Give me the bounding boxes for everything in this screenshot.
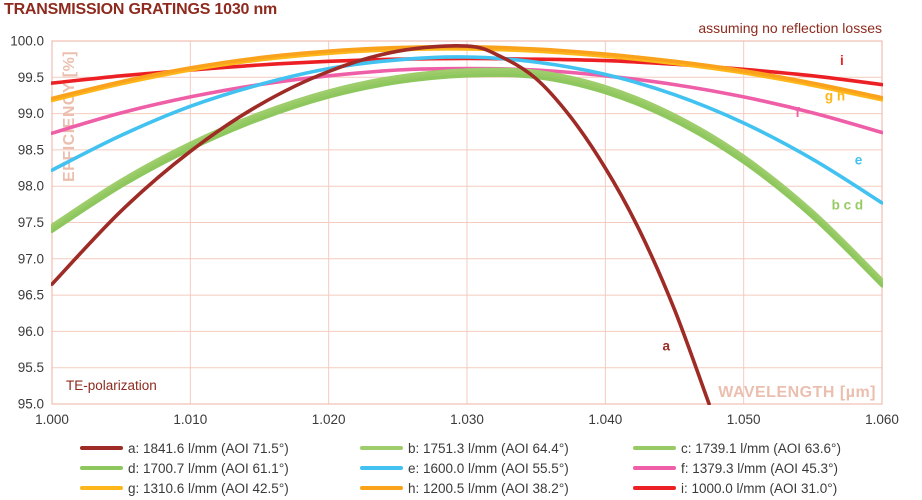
legend-swatch-b <box>360 446 403 450</box>
legend-swatch-g <box>80 486 123 490</box>
curve-label-a: a <box>662 338 670 353</box>
y-tick-label: 95.5 <box>18 360 44 375</box>
legend-item-b: b: 1751.3 l/mm (AOI 64.4°) <box>360 441 633 456</box>
curve-a <box>51 44 711 405</box>
legend-label-h: h: 1200.5 l/mm (AOI 38.2°) <box>408 480 569 496</box>
legend-swatch-i <box>633 486 676 490</box>
x-tick-label: 1.030 <box>450 412 484 427</box>
y-tick-label: 97.0 <box>18 251 44 266</box>
legend-swatch-d <box>80 466 123 470</box>
legend-item-h: h: 1200.5 l/mm (AOI 38.2°) <box>360 481 633 496</box>
curve-label-i: i <box>840 53 844 68</box>
legend-label-b: b: 1751.3 l/mm (AOI 64.4°) <box>408 440 569 456</box>
x-axis-label: WAVELENGTH [µm] <box>718 384 876 401</box>
x-tick-label: 1.060 <box>865 412 899 427</box>
y-tick-label: 96.0 <box>18 324 44 339</box>
curve-label-c: b c d <box>832 197 864 212</box>
legend-label-i: i: 1000.0 l/mm (AOI 31.0°) <box>681 480 838 496</box>
legend-item-f: f: 1379.3 l/mm (AOI 45.3°) <box>633 461 890 476</box>
curve-label-f: f <box>795 105 800 120</box>
efficiency-chart-canvas: 95.0 95.5 96.0 96.5 97.0 97.5 98.0 98.5 99.0 99.5… <box>10 34 899 428</box>
x-tick-label: 1.040 <box>588 412 622 427</box>
y-axis-label: EFFICIENCY [%] <box>61 51 78 182</box>
legend-label-g: g: 1310.6 l/mm (AOI 42.5°) <box>128 480 289 496</box>
legend-item-a: a: 1841.6 l/mm (AOI 71.5°) <box>80 441 360 456</box>
legend-item-d: d: 1700.7 l/mm (AOI 61.1°) <box>80 461 360 476</box>
legend-label-a: a: 1841.6 l/mm (AOI 71.5°) <box>128 440 289 456</box>
legend-swatch-c <box>633 446 676 450</box>
legend: a: 1841.6 l/mm (AOI 71.5°) b: 1751.3 l/mm… <box>80 438 890 498</box>
y-tick-label: 95.0 <box>18 397 44 412</box>
legend-swatch-a <box>80 446 123 450</box>
x-tick-label: 1.020 <box>312 412 346 427</box>
y-tick-label: 99.0 <box>18 106 44 121</box>
curve-label-e: e <box>855 152 863 167</box>
curve-label-g: g h <box>825 89 845 104</box>
curve-e <box>51 55 883 205</box>
x-tick-label: 1.000 <box>35 412 69 427</box>
legend-swatch-f <box>633 466 676 470</box>
te-polarization-note: TE-polarization <box>66 378 157 393</box>
legend-label-d: d: 1700.7 l/mm (AOI 61.1°) <box>128 460 289 476</box>
legend-label-e: e: 1600.0 l/mm (AOI 55.5°) <box>408 460 569 476</box>
y-tick-label: 100.0 <box>10 34 44 49</box>
curves-group <box>51 44 883 405</box>
legend-label-f: f: 1379.3 l/mm (AOI 45.3°) <box>681 460 838 476</box>
curve-g <box>51 47 883 103</box>
y-tick-label: 97.5 <box>18 215 44 230</box>
legend-item-i: i: 1000.0 l/mm (AOI 31.0°) <box>633 481 890 496</box>
legend-item-c: c: 1739.1 l/mm (AOI 63.6°) <box>633 441 890 456</box>
plot-border <box>51 40 883 405</box>
curve-b <box>51 67 883 282</box>
legend-item-e: e: 1600.0 l/mm (AOI 55.5°) <box>360 461 633 476</box>
top-right-note: assuming no reflection losses <box>698 20 882 36</box>
y-tick-label: 98.5 <box>18 142 44 157</box>
x-tick-label: 1.050 <box>727 412 761 427</box>
legend-swatch-h <box>360 486 403 490</box>
y-tick-label: 96.5 <box>18 288 44 303</box>
y-tick-label: 99.5 <box>18 70 44 85</box>
legend-swatch-e <box>360 466 403 470</box>
legend-label-c: c: 1739.1 l/mm (AOI 63.6°) <box>681 440 841 456</box>
page-title: TRANSMISSION GRATINGS 1030 nm <box>4 1 278 18</box>
y-tick-label: 98.0 <box>18 179 44 194</box>
legend-item-g: g: 1310.6 l/mm (AOI 42.5°) <box>80 481 360 496</box>
x-tick-label: 1.010 <box>173 412 207 427</box>
curve-c <box>51 70 883 285</box>
